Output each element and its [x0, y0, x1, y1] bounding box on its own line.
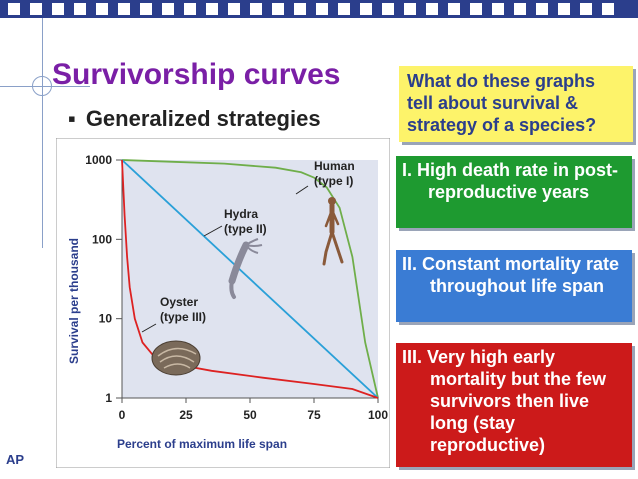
topbar-square: [184, 3, 196, 15]
topbar-square: [228, 3, 240, 15]
topbar-square: [404, 3, 416, 15]
human-leader-line: [295, 185, 309, 195]
topbar-square: [558, 3, 570, 15]
crosshair-circle-icon: [32, 76, 52, 96]
x-tick-label: 100: [368, 408, 388, 422]
y-tick-label: 10: [99, 312, 113, 326]
ap-footer-tag: AP: [6, 452, 25, 467]
y-tick-label: 1: [105, 391, 112, 405]
topbar-square: [360, 3, 372, 15]
topbar-square: [96, 3, 108, 15]
x-tick-label: 0: [119, 408, 126, 422]
topbar-square: [580, 3, 592, 15]
survivorship-chart: 1 10 100 1000 0 25 50 75 100 Human (type I) Hydra(…: [55, 137, 391, 469]
y-axis-label: Survival per thousand: [67, 238, 81, 364]
topbar-square: [118, 3, 130, 15]
square-bullet-icon: ▪: [68, 106, 76, 131]
topbar-square: [536, 3, 548, 15]
topbar-square: [206, 3, 218, 15]
slide-title: Survivorship curves: [52, 58, 341, 91]
topbar-square: [382, 3, 394, 15]
topbar-square: [448, 3, 460, 15]
strategy-box-type-1: I. High death rate in post-reproductive …: [396, 156, 632, 228]
oyster-illustration-icon: [151, 340, 201, 376]
human-type-label: (type I): [314, 174, 353, 188]
topbar-square: [514, 3, 526, 15]
topbar-square: [602, 3, 614, 15]
oyster-type-label: (type III): [160, 310, 206, 324]
bullet-point: ▪ Generalized strategies: [68, 106, 321, 132]
x-tick-label: 25: [179, 408, 193, 422]
topbar-square: [250, 3, 262, 15]
frame-line-vertical: [42, 18, 43, 248]
oyster-label: Oyster: [160, 295, 198, 309]
question-box: What do these graphs tell about survival…: [399, 66, 633, 142]
topbar-square: [74, 3, 86, 15]
topbar-square: [162, 3, 174, 15]
topbar-square: [492, 3, 504, 15]
topbar-square: [272, 3, 284, 15]
topbar-square: [470, 3, 482, 15]
human-label: Human: [314, 159, 355, 173]
y-tick-label: 1000: [85, 153, 112, 167]
topbar-square: [8, 3, 20, 15]
topbar-square: [426, 3, 438, 15]
top-bar: [0, 0, 638, 18]
hydra-leader-line: [203, 225, 223, 237]
oyster-leader-line: [141, 323, 157, 333]
topbar-square: [316, 3, 328, 15]
hydra-type-2-line: [121, 159, 379, 399]
topbar-square: [140, 3, 152, 15]
x-axis-label: Percent of maximum life span: [117, 437, 287, 451]
hydra-label: Hydra: [224, 207, 258, 221]
hydra-type-label: (type II): [224, 222, 267, 236]
x-tick-label: 75: [307, 408, 321, 422]
hydra-illustration-icon: [228, 238, 263, 299]
bullet-text: Generalized strategies: [85, 106, 321, 131]
y-tick-label: 100: [92, 232, 112, 246]
strategy-box-type-3: III. Very high early mortality but the f…: [396, 343, 632, 467]
topbar-square: [294, 3, 306, 15]
human-illustration-icon: [322, 197, 344, 266]
strategy-box-type-2: II. Constant mortality rate throughout l…: [396, 250, 632, 322]
human-type-1-curve: [121, 159, 379, 399]
x-tick-label: 50: [243, 408, 257, 422]
topbar-square: [52, 3, 64, 15]
topbar-square: [338, 3, 350, 15]
topbar-square: [30, 3, 42, 15]
